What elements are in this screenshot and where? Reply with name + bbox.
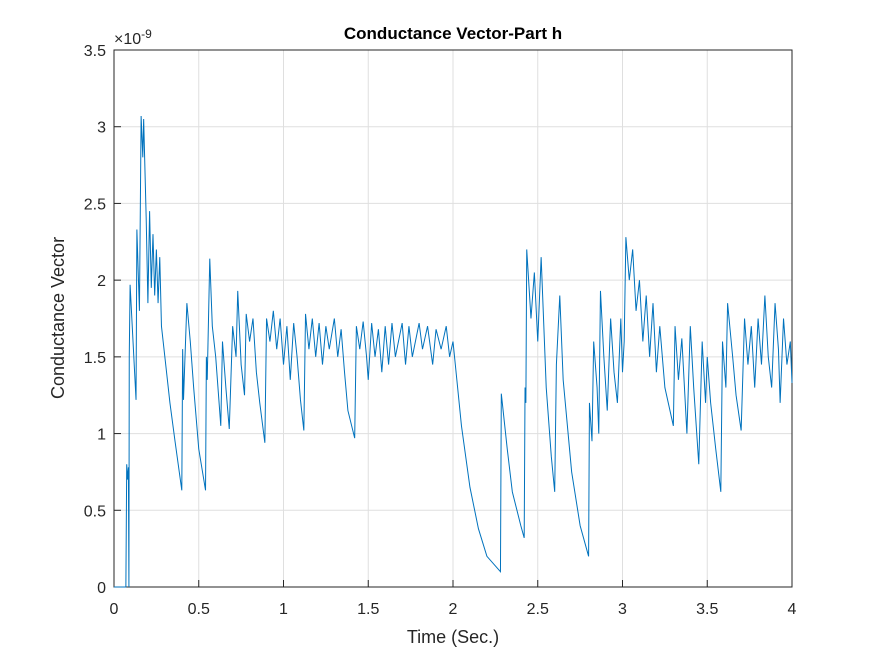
y-tick-label: 1 — [97, 427, 106, 444]
y-tick-label: 3 — [97, 120, 106, 137]
y-tick-label: 0.5 — [84, 503, 106, 520]
x-tick-label: 0.5 — [188, 601, 210, 618]
y-tick-label: 2 — [97, 273, 106, 290]
x-tick-label: 2.5 — [527, 601, 549, 618]
axes-box — [113, 49, 793, 588]
exponent-power: -9 — [141, 27, 152, 41]
y-tick-label: 1.5 — [84, 350, 106, 367]
data-line — [114, 115, 793, 588]
x-tick-label: 1.5 — [357, 601, 379, 618]
y-tick-label: 2.5 — [84, 196, 106, 213]
x-tick-label: 3 — [618, 601, 627, 618]
y-tick-label: 0 — [97, 580, 106, 597]
x-tick-label: 2 — [449, 601, 458, 618]
x-tick-label: 3.5 — [696, 601, 718, 618]
y-axis-label: Conductance Vector — [48, 237, 68, 399]
x-axis-label: Time (Sec.) — [407, 627, 499, 647]
y-tick-label: 3.5 — [84, 43, 106, 60]
y-exponent: ×10-9 — [114, 27, 152, 48]
exponent-base: ×10 — [114, 31, 141, 48]
x-tick-label: 1 — [279, 601, 288, 618]
chart-title: Conductance Vector-Part h — [344, 24, 562, 43]
x-tick-label: 4 — [788, 601, 797, 618]
x-tick-label: 0 — [110, 601, 119, 618]
